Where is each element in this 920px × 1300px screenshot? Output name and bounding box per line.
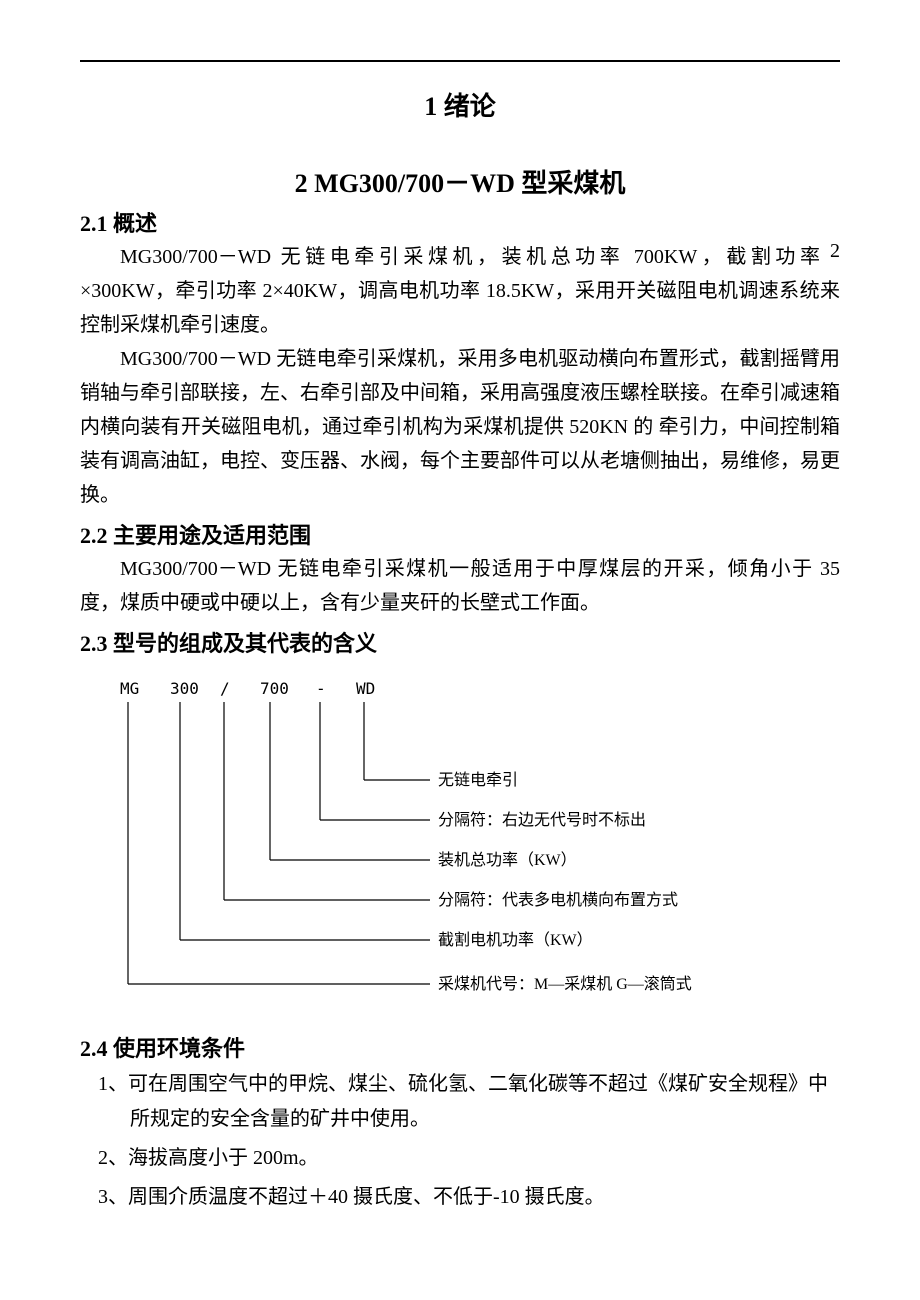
top-rule: [80, 60, 840, 62]
svg-text:装机总功率（KW）: 装机总功率（KW）: [438, 851, 577, 869]
section-2-1-para-2: MG300/700－WD 无链电牵引采煤机，采用多电机驱动横向布置形式，截割摇臂…: [80, 342, 840, 512]
list-item: 3、周围介质温度不超过＋40 摄氏度、不低于-10 摄氏度。: [80, 1180, 840, 1215]
chapter-2-title: 2 MG300/700－WD 型采煤机: [80, 163, 840, 200]
page: 1 绪论 2 MG300/700－WD 型采煤机 2.1 概述 2 MG300/…: [80, 0, 840, 1259]
section-2-4-heading: 2.4 使用环境条件: [80, 1031, 840, 1063]
svg-text:MG: MG: [120, 679, 139, 698]
svg-text:采煤机代号：M—采煤机 G—滚筒式: 采煤机代号：M—采煤机 G—滚筒式: [438, 975, 692, 993]
environment-conditions-list: 1、可在周围空气中的甲烷、煤尘、硫化氢、二氧化碳等不超过《煤矿安全规程》中所规定…: [80, 1067, 840, 1215]
svg-text:WD: WD: [356, 679, 375, 698]
section-2-1-heading: 2.1 概述: [80, 206, 840, 238]
svg-text:/: /: [220, 679, 230, 698]
svg-text:分隔符：右边无代号时不标出: 分隔符：右边无代号时不标出: [438, 811, 646, 829]
chapter-1-title: 1 绪论: [80, 86, 840, 123]
svg-text:300: 300: [170, 679, 199, 698]
svg-text:-: -: [316, 679, 326, 698]
diagram-svg: MG 300 / 700 - WD 无链电牵引分隔符：右边无代号时不标出装机总功率（KW） 分…: [80, 672, 780, 1002]
svg-text:分隔符：代表多电机横向布置方式: 分隔符：代表多电机横向布置方式: [438, 891, 678, 909]
svg-text:截割电机功率（KW）: 截割电机功率（KW）: [438, 931, 593, 949]
list-item: 1、可在周围空气中的甲烷、煤尘、硫化氢、二氧化碳等不超过《煤矿安全规程》中所规定…: [80, 1067, 840, 1137]
section-2-1-para-1: MG300/700－WD 无链电牵引采煤机，装机总功率 700KW，截割功率 ×…: [80, 240, 840, 342]
section-2-3-heading: 2.3 型号的组成及其代表的含义: [80, 626, 840, 658]
svg-text:无链电牵引: 无链电牵引: [438, 771, 518, 789]
model-designation-diagram: MG 300 / 700 - WD 无链电牵引分隔符：右边无代号时不标出装机总功率（KW） 分…: [80, 672, 840, 1007]
section-2-2-para-1: MG300/700－WD 无链电牵引采煤机一般适用于中厚煤层的开采，倾角小于 3…: [80, 552, 840, 620]
margin-note-2: 2: [830, 240, 840, 263]
section-2-2-heading: 2.2 主要用途及适用范围: [80, 518, 840, 550]
list-item: 2、海拔高度小于 200m。: [80, 1141, 840, 1176]
svg-text:700: 700: [260, 679, 289, 698]
